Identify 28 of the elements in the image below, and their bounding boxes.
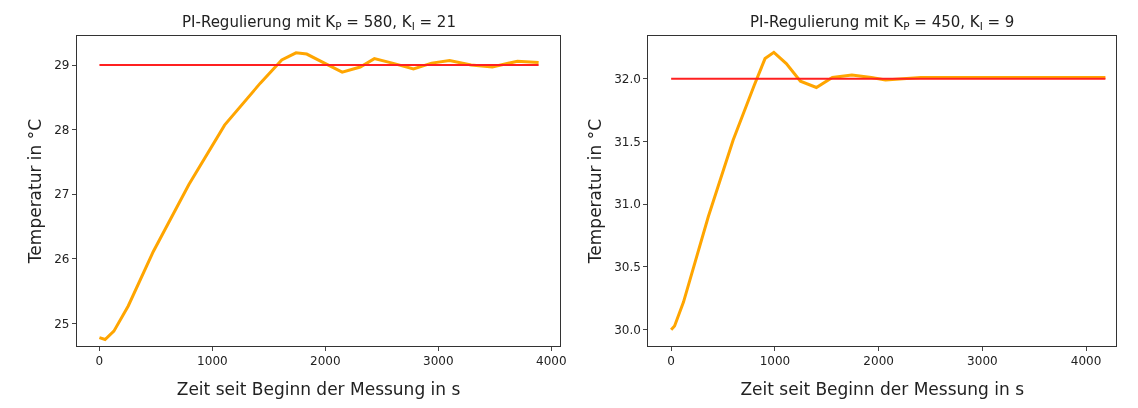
x-tick-label: 1000 <box>197 354 228 369</box>
x-tick-label: 0 <box>95 354 104 369</box>
y-tick-label: 25 <box>54 316 70 331</box>
y-tick-label: 30.0 <box>614 322 641 337</box>
x-tick-label: 1000 <box>759 354 791 369</box>
x-tick-label: 4000 <box>536 354 567 369</box>
chart-title: PI-Regulierung mit K$_{P}$ = 450, K$_{I}$ = 9 <box>750 13 1015 33</box>
y-tick-label: 26 <box>54 252 70 267</box>
x-axis-title: Zeit seit Beginn der Messung in s <box>176 378 461 399</box>
x-axis-title: Zeit seit Beginn der Messung in s <box>740 378 1025 399</box>
y-tick-label: 30.5 <box>614 260 641 275</box>
y-axis-title: Temperatur in °C <box>584 118 605 265</box>
line-series <box>97 51 541 342</box>
chart-title: PI-Regulierung mit K$_{P}$ = 580, K$_{I}$ = 21 <box>182 13 456 33</box>
y-tick-label: 28 <box>54 122 70 137</box>
y-tick-label: 27 <box>54 187 70 202</box>
x-tick-label: 4000 <box>1070 354 1102 369</box>
y-axis-title: Temperatur in °C <box>24 118 45 265</box>
y-tick-label: 29 <box>54 58 70 73</box>
x-tick-label: 2000 <box>863 354 894 369</box>
y-tick-label: 32.0 <box>614 71 641 86</box>
y-tick-label: 31.5 <box>614 134 641 149</box>
x-tick-label: 2000 <box>310 354 341 369</box>
line-series <box>669 50 1107 332</box>
x-tick-label: 0 <box>667 354 675 369</box>
x-tick-label: 3000 <box>423 354 454 369</box>
y-tick-label: 31.0 <box>614 197 641 212</box>
x-tick-label: 3000 <box>967 354 998 369</box>
